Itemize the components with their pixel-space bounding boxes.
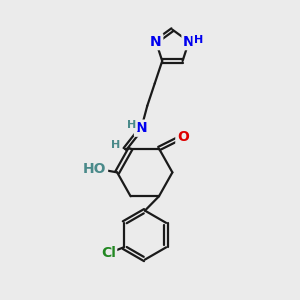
Text: N: N xyxy=(136,121,147,135)
Text: N: N xyxy=(183,34,195,49)
Text: H: H xyxy=(194,35,203,45)
Text: O: O xyxy=(177,130,189,144)
Text: HO: HO xyxy=(83,162,106,176)
Text: H: H xyxy=(111,140,120,151)
Text: N: N xyxy=(150,34,162,49)
Text: H: H xyxy=(127,120,136,130)
Text: Cl: Cl xyxy=(101,246,116,260)
